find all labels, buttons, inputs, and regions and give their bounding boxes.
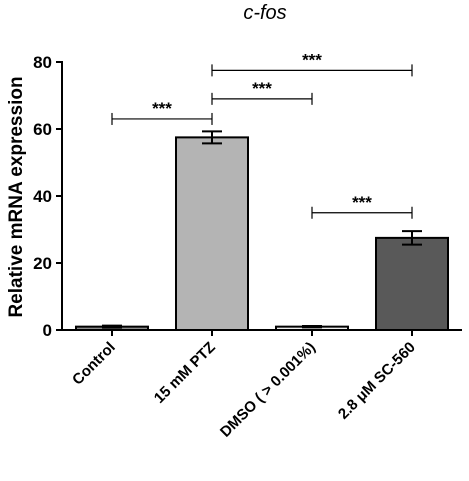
y-tick-label: 20 [33,254,52,273]
category-label: 2.8 μM SC-560 [335,339,419,423]
significance-label: *** [302,50,322,69]
bars [75,130,449,331]
y-tick-label: 40 [33,187,52,206]
category-label: Control [69,339,119,389]
significance-brackets: *** *** *** *** [111,50,413,219]
y-tick-label: 80 [33,53,52,72]
bar [375,236,449,331]
significance-label: *** [252,79,272,98]
significance-label: *** [352,193,372,212]
significance-label: *** [152,99,172,118]
y-tick-label: 0 [43,321,52,340]
y-axis-label: Relative mRNA expression [6,76,27,317]
chart-title: c-fos [243,2,286,24]
category-label: 15 mM PTZ [151,339,219,407]
bar [175,136,249,331]
category-label: DMSO ( > 0.001%) [217,339,319,441]
y-tick-label: 60 [33,120,52,139]
